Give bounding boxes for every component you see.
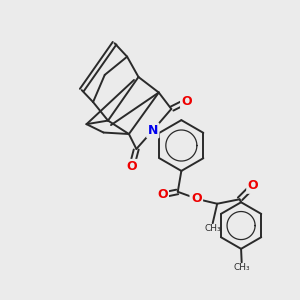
Text: CH₃: CH₃ [233,263,250,272]
Text: CH₃: CH₃ [204,224,221,233]
Text: O: O [182,95,192,108]
Text: O: O [191,192,202,205]
Text: N: N [148,124,158,137]
Text: O: O [157,188,168,201]
Text: O: O [127,160,137,173]
Text: O: O [248,179,258,192]
